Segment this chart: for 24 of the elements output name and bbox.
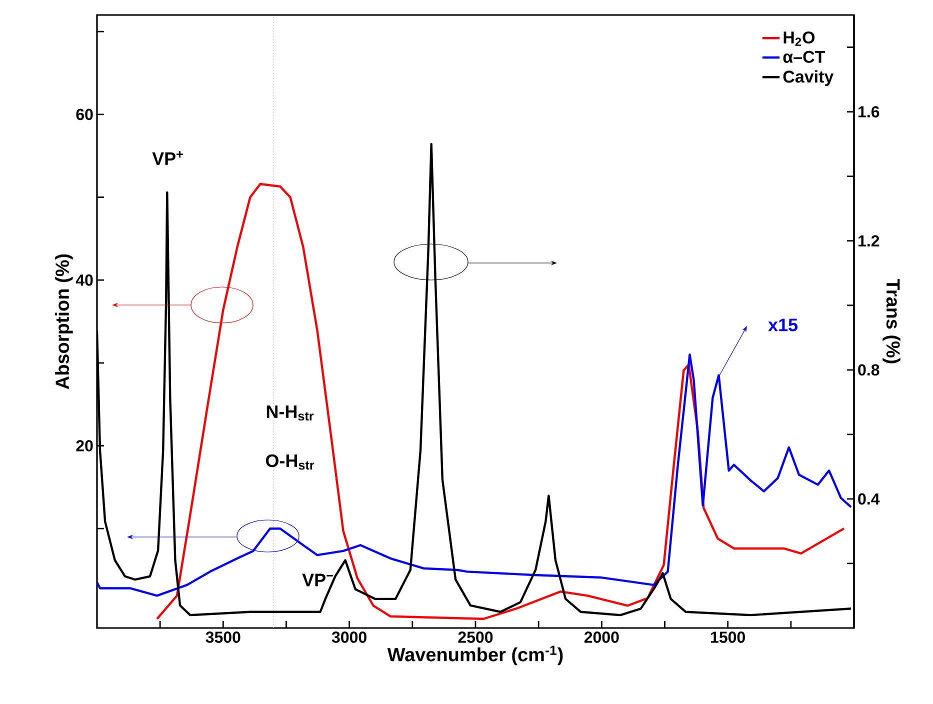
annotation: O-H$_{str}$	[266, 454, 314, 470]
annotation: N-H$_{str}$	[266, 405, 314, 421]
y-tick-label: 60	[76, 108, 93, 120]
legend-label: Cavity	[783, 70, 834, 86]
y2-tick-label: 1.2	[858, 235, 880, 246]
legend-label: α–CT	[783, 50, 826, 63]
legend-label: H$_{2}$O	[784, 31, 815, 46]
y2-tick-label: 0.4	[858, 493, 880, 505]
y2-tick-label: 1.6	[858, 106, 880, 118]
x-tick-label: 2000	[584, 632, 619, 643]
x-tick-label: 1500	[711, 632, 745, 643]
y-axis-title: Absorption (%)	[55, 254, 73, 390]
x-tick-label: 3000	[332, 632, 366, 643]
annotation: VP$^{+}$	[152, 151, 183, 165]
x-tick-label: 3500	[206, 632, 240, 643]
y2-axis-title: Trans (%)	[882, 278, 900, 364]
x-tick-label: 2500	[458, 632, 493, 643]
y-tick-label: 20	[76, 440, 93, 452]
x-axis-title: Wavenumber (cm$^{-1}$)	[387, 646, 563, 666]
y2-tick-label: 0.8	[858, 364, 880, 376]
line-series	[156, 182, 846, 620]
y-tick-label: 40	[76, 274, 93, 286]
annotation: VP$^{−}$	[302, 574, 333, 586]
annotation: x15	[768, 318, 798, 332]
